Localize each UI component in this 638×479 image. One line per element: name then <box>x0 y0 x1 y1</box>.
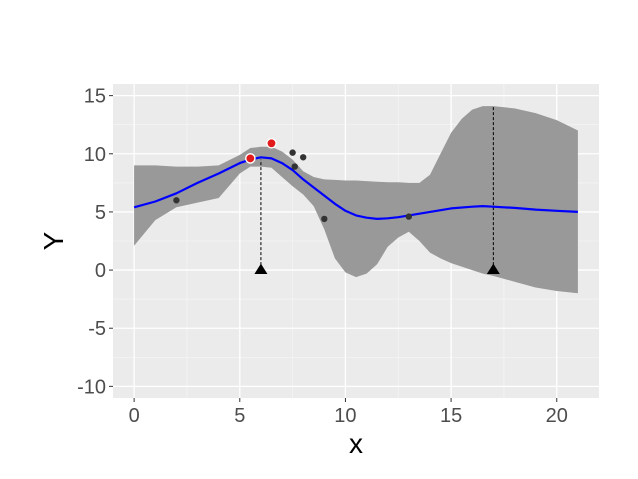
y-tick-label: -5 <box>88 318 106 340</box>
x-axis-title: x <box>349 428 363 459</box>
highlighted-points-layer <box>245 138 277 164</box>
x-tick-label: 15 <box>440 405 462 427</box>
mean-curve-layer <box>133 156 578 220</box>
y-tick-label: -10 <box>77 376 106 398</box>
dashed-marker-lines <box>260 106 494 271</box>
x-tick-label: 10 <box>334 405 356 427</box>
x-tick-label: 0 <box>129 405 140 427</box>
triangle-marker <box>486 263 500 274</box>
observed-point <box>173 197 180 204</box>
x-tick-label: 5 <box>234 405 245 427</box>
observed-point <box>289 149 296 156</box>
y-tick-label: 0 <box>95 260 106 282</box>
y-axis-title: Y <box>38 231 69 250</box>
observed-point <box>405 213 413 220</box>
highlighted-point <box>266 138 277 149</box>
mean-curve <box>133 156 578 220</box>
confidence-band-layer <box>134 106 578 294</box>
x-tick-label: 20 <box>546 405 568 427</box>
highlighted-point <box>245 153 256 164</box>
observed-point <box>291 163 298 170</box>
y-tick-label: 5 <box>95 202 106 224</box>
observed-point <box>299 154 307 161</box>
triangle-marker <box>254 263 268 274</box>
triangle-markers-layer <box>254 263 500 274</box>
axis-layer: 0 5 10 15 20 -10 -5 0 5 10 15 <box>77 86 568 427</box>
observed-points-layer <box>173 149 413 223</box>
observed-point <box>321 215 328 223</box>
y-tick-label: 10 <box>84 144 106 166</box>
y-tick-label: 15 <box>84 86 106 108</box>
confidence-band <box>134 106 578 294</box>
